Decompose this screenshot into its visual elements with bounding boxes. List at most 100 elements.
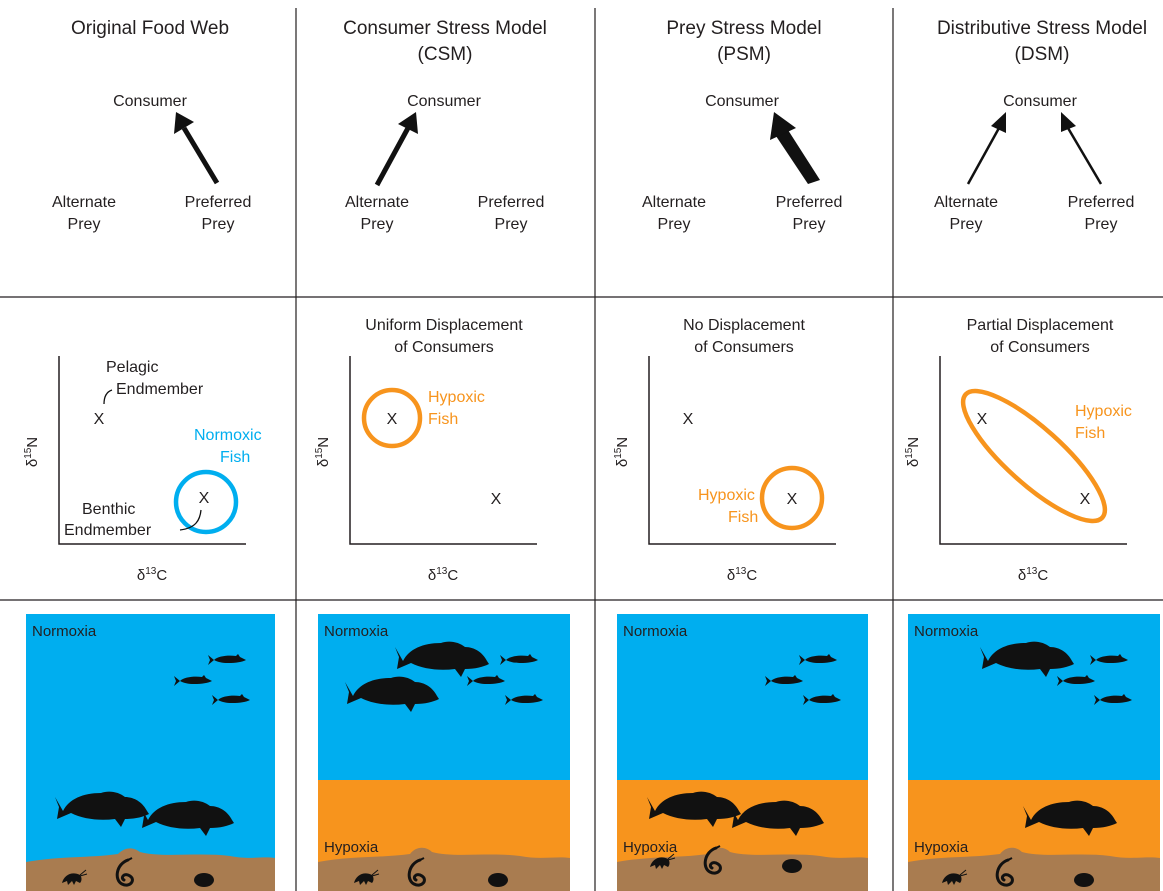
preferred-prey-label-2: Prey [793,216,826,233]
x-axis-label: δ13C [727,566,757,584]
y-axis-label: δ15N [904,437,922,467]
plot-subtitle: Partial Displacement [967,317,1114,334]
hypoxic-fish-label-2: Fish [1075,425,1105,442]
preferred-prey-label: Preferred [776,194,843,211]
alternate-prey-label-2: Prey [68,216,101,233]
isotope-plot-original: δ15N δ13C Pelagic Endmember X Normoxic F… [23,356,262,584]
alternate-to-consumer-arrow [966,127,1001,185]
hypoxic-fish-ring [759,465,825,531]
preferred-prey-label-2: Prey [202,216,235,233]
food-web-psm: Consumer Alternate Prey Preferred Prey [642,93,842,233]
plot-axes [648,356,836,545]
title-psm-line2: (PSM) [717,44,771,65]
pelagic-marker: X [977,411,988,428]
scene-csm: Normoxia Hypoxia [318,614,570,891]
alternate-prey-label: Alternate [934,194,998,211]
normoxic-fish-ring [173,469,239,535]
scene-dsm: Normoxia Hypoxia [908,614,1160,891]
alternate-prey-label-2: Prey [658,216,691,233]
preferred-prey-label: Preferred [185,194,252,211]
alternate-prey-label-2: Prey [950,216,983,233]
arrow-head [991,112,1006,133]
consumer-label: Consumer [407,93,481,110]
title-csm-line2: (CSM) [418,44,473,65]
hypoxic-fish-label: Hypoxic [428,389,485,406]
title-dsm-line2: (DSM) [1015,44,1070,65]
food-web-original: Consumer Alternate Prey Preferred Prey [52,93,251,233]
normoxia-label: Normoxia [623,623,688,640]
preferred-prey-label: Preferred [478,194,545,211]
plot-subtitle: No Displacement [683,317,805,334]
title-original: Original Food Web [71,18,229,39]
clam-icon [782,859,802,873]
scene-psm: Normoxia Hypoxia [617,614,868,891]
pelagic-label-2: Endmember [116,381,204,398]
sediment [617,847,868,891]
normoxic-fish-label-2: Fish [220,449,250,466]
isotope-plot-dsm: Partial Displacement of Consumers δ15N δ… [904,317,1132,584]
plot-axes [939,356,1127,545]
alternate-to-consumer-arrow [374,126,411,187]
isotope-plot-psm: No Displacement of Consumers δ15N δ13C X… [613,317,836,584]
normoxic-fish-label: Normoxic [194,427,262,444]
consumer-label: Consumer [113,93,187,110]
clam-icon [1074,873,1094,887]
benthic-label: Benthic [82,501,135,518]
consumer-label: Consumer [1003,93,1077,110]
pelagic-leader [103,389,113,405]
pelagic-marker: X [387,411,398,428]
clam-icon [194,873,214,887]
title-dsm-line1: Distributive Stress Model [937,18,1147,39]
hypoxic-fish-ellipse [960,388,1108,524]
normoxia-label: Normoxia [324,623,389,640]
benthic-label-2: Endmember [64,522,152,539]
x-axis-label: δ13C [428,566,458,584]
benthic-marker: X [1080,491,1091,508]
preferred-prey-label-2: Prey [1085,216,1118,233]
title-csm-line1: Consumer Stress Model [343,18,547,39]
alternate-prey-label: Alternate [52,194,116,211]
hypoxic-fish-label: Hypoxic [1075,403,1132,420]
y-axis-label: δ15N [314,437,332,467]
x-axis-label: δ13C [137,566,167,584]
hypoxia-label: Hypoxia [914,839,969,856]
y-axis-label: δ15N [613,437,631,467]
plot-subtitle-2: of Consumers [990,339,1090,356]
normoxia-label: Normoxia [914,623,979,640]
pelagic-label: Pelagic [106,359,158,376]
alternate-prey-label-2: Prey [361,216,394,233]
alternate-prey-label: Alternate [345,194,409,211]
hypoxic-fish-label-2: Fish [728,509,758,526]
consumer-label: Consumer [705,93,779,110]
pelagic-marker: X [683,411,694,428]
alternate-prey-label: Alternate [642,194,706,211]
title-psm-line1: Prey Stress Model [666,18,821,39]
hypoxia-label: Hypoxia [623,839,678,856]
plot-subtitle-2: of Consumers [694,339,794,356]
benthic-leader [179,509,202,531]
preferred-prey-label: Preferred [1068,194,1135,211]
arrow-head [1061,112,1076,132]
x-axis-label: δ13C [1018,566,1048,584]
benthic-marker: X [199,490,210,507]
hypoxia-label: Hypoxia [324,839,379,856]
clam-icon [488,873,508,887]
hypoxic-fish-ring [361,387,423,449]
scene-original: Normoxia [26,614,275,891]
y-axis-label: δ15N [23,437,41,467]
plot-subtitle-2: of Consumers [394,339,494,356]
pelagic-marker: X [94,411,105,428]
arrow-head [174,112,194,134]
arrow-head [770,112,796,140]
hypoxic-fish-label-2: Fish [428,411,458,428]
preferred-to-consumer-arrow [181,126,220,185]
isotope-plot-csm: Uniform Displacement of Consumers δ15N δ… [314,317,537,584]
column-titles: Original Food Web Consumer Stress Model … [71,18,1147,65]
hypoxic-fish-label: Hypoxic [698,487,755,504]
benthic-marker: X [787,491,798,508]
benthic-marker: X [491,491,502,508]
plot-axes [58,356,246,545]
normoxia-label: Normoxia [32,623,97,640]
plot-axes [349,356,537,545]
